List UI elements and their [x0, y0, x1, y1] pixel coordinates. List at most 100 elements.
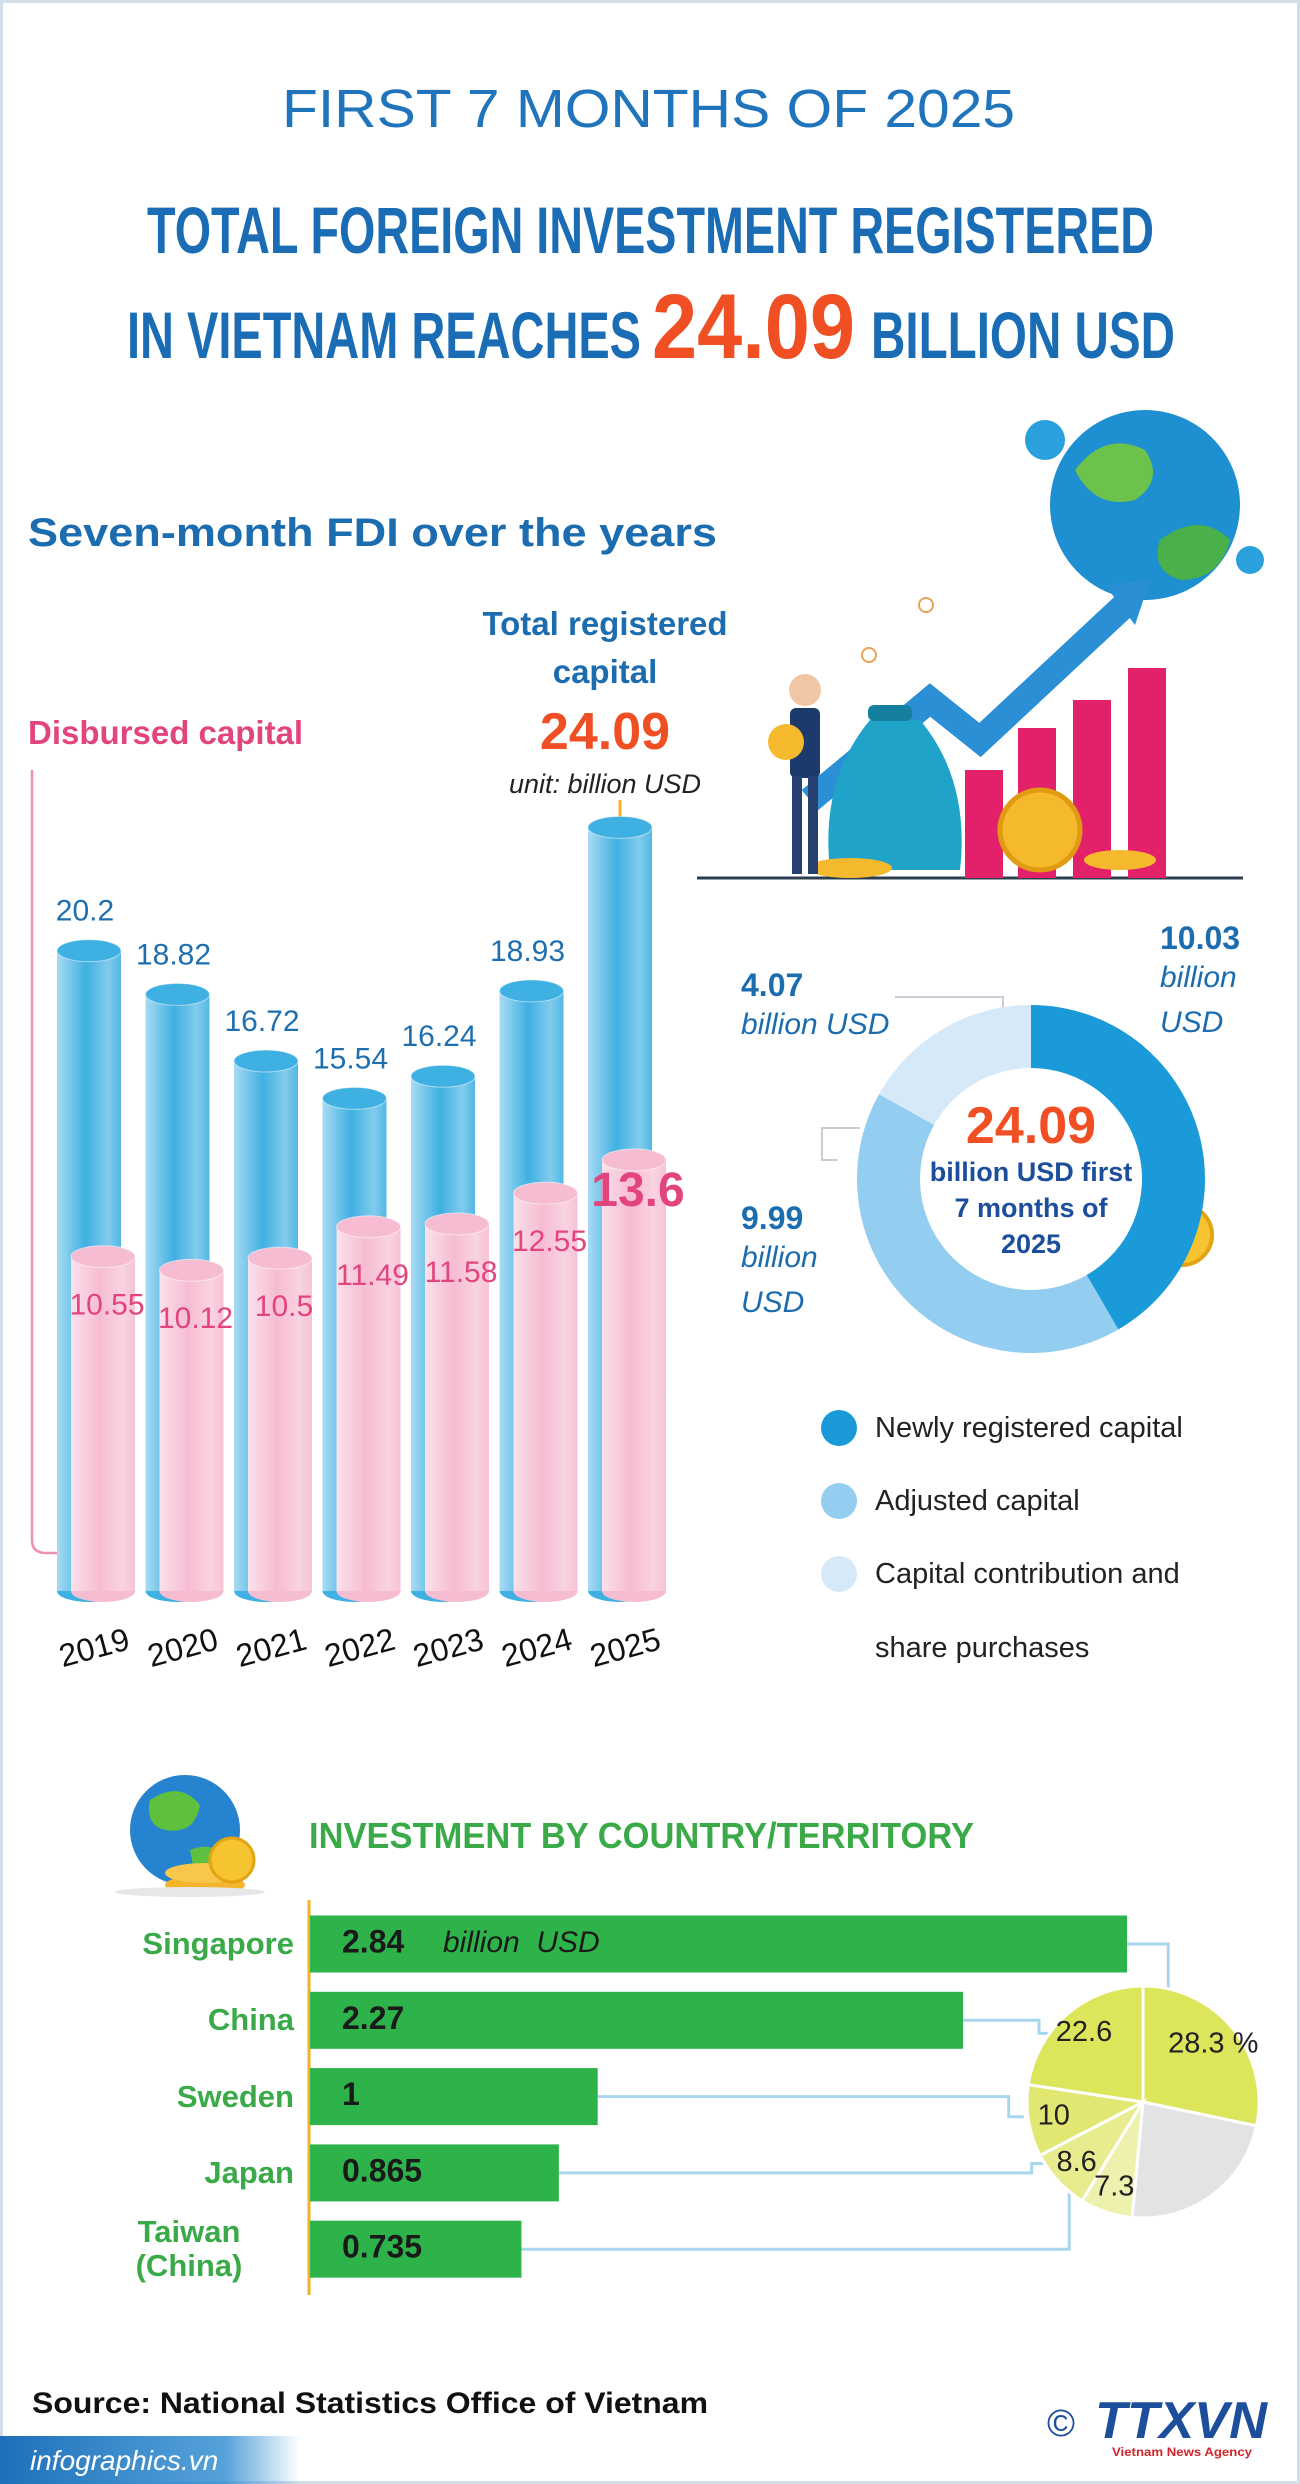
leader-line: [963, 2018, 1055, 2035]
donut-unit: billion USD: [741, 1241, 818, 1319]
pie-label: 8.6: [1056, 2146, 1096, 2178]
leader-line: [597, 2095, 1024, 2119]
value-label: 16.72: [224, 1005, 299, 1038]
donut-value-label: 10.03 billion USD: [1160, 918, 1280, 1048]
bar: [310, 1915, 1128, 1973]
value-label: 11.49: [336, 1259, 409, 1292]
donut-segment: [879, 1005, 1031, 1125]
bar: [310, 2144, 559, 2202]
pie-slice: [1026, 1984, 1145, 2104]
illustration-coins: [808, 858, 892, 878]
donut-value-label: 9.99 billion USD: [741, 1198, 861, 1328]
illustration-leaf: [1075, 443, 1153, 502]
illustration-dot: [918, 597, 934, 613]
bar: [310, 1991, 964, 2049]
cylinder-shine: [425, 1223, 489, 1591]
donut-segment: [1031, 1005, 1205, 1330]
value-label: 13.6: [591, 1164, 684, 1217]
unit-label: billion USD: [443, 1926, 600, 1959]
x-tick-label: 2024: [498, 1621, 576, 1674]
illustration-person-head: [789, 674, 821, 706]
illustration-dot: [861, 647, 877, 663]
cylinder-shine: [602, 1159, 666, 1591]
x-tick-label: 2019: [55, 1621, 133, 1674]
value-label: 10.5: [255, 1290, 313, 1323]
kicker: FIRST 7 MONTHS OF 2025: [282, 79, 1015, 139]
agency: Vietnam News Agency: [1112, 2445, 1252, 2459]
illustration-money-bag-tie: [868, 705, 912, 721]
pie-label: 10: [1038, 2099, 1070, 2131]
illustration-bar: [1128, 668, 1166, 878]
category-label: Taiwan (China): [135, 2214, 243, 2284]
value-label: 1: [342, 2076, 360, 2112]
legend-label: Adjusted capital: [875, 1485, 1080, 1517]
value-label: 12.55: [512, 1225, 587, 1258]
legend-label: Newly registered capital: [875, 1412, 1183, 1444]
x-tick-label: 2023: [409, 1621, 487, 1674]
donut-value: 10.03: [1160, 920, 1241, 956]
donut-segment: [857, 1094, 1119, 1353]
unit-label: unit: billion USD: [508, 769, 702, 799]
logo: TTXVN: [1095, 2392, 1268, 2450]
x-tick-label: 2020: [144, 1621, 222, 1674]
bar: [310, 2068, 598, 2126]
illustration-coins: [1084, 850, 1156, 870]
value-label: 0.735: [342, 2229, 422, 2265]
category-label: China: [207, 2002, 294, 2038]
cylinder-cap: [145, 982, 210, 1006]
x-tick-label: 2025: [586, 1621, 664, 1674]
series-label: Disbursed capital: [28, 714, 303, 751]
cylinder-cap: [587, 815, 653, 839]
cylinder-cap: [601, 1148, 667, 1172]
illustration-coin: [768, 724, 804, 760]
globe-land: [149, 1791, 200, 1831]
donut-value: 9.99: [741, 1200, 804, 1236]
cylinder-shine: [71, 1256, 135, 1591]
illustration-leaf: [1157, 525, 1230, 580]
cylinder-cap: [513, 1181, 578, 1205]
value-label: 10.55: [69, 1289, 144, 1322]
title-line: TOTAL FOREIGN INVESTMENT REGISTERED: [147, 193, 1154, 267]
cylinder-cap: [233, 1049, 299, 1073]
copyright: ©: [1047, 2403, 1075, 2445]
leader-line: [558, 2162, 1047, 2175]
value-label: 15.54: [313, 1042, 388, 1075]
leader-line: [821, 1127, 860, 1161]
pie-slice: [1130, 2100, 1259, 2220]
illustration-money-bag: [828, 720, 962, 870]
illustration-bar: [1073, 700, 1111, 878]
icon-shadow: [115, 1887, 265, 1897]
value-label: 20.2: [56, 895, 114, 928]
bar: [310, 2220, 522, 2278]
cylinder-cap: [424, 1212, 490, 1236]
cylinder-cap: [70, 1245, 136, 1269]
illustration-person-body: [790, 708, 820, 778]
value-label: 2.27: [342, 2000, 404, 2036]
cylinder-cap: [56, 939, 122, 963]
source: Source: National Statistics Office of Vi…: [32, 2387, 708, 2420]
illustration: [697, 410, 1264, 880]
coin: [208, 1836, 256, 1884]
illustration-dot: [1236, 546, 1264, 574]
category-label: Sweden: [176, 2078, 294, 2114]
illustration-globe: [1050, 410, 1240, 600]
legend-swatch: [821, 1410, 857, 1446]
site-band: [0, 2436, 300, 2484]
pie-slice: [1141, 1984, 1261, 2128]
section-title: Seven-month FDI over the years: [28, 511, 717, 555]
donut-unit: billion USD: [1160, 961, 1237, 1039]
cylinder-cap: [410, 1064, 476, 1088]
x-tick-label: 2022: [321, 1621, 399, 1674]
category-label: Singapore: [142, 1926, 294, 1961]
section-title: INVESTMENT BY COUNTRY/TERRITORY: [309, 1815, 974, 1856]
globe-icon: [115, 1775, 265, 1897]
illustration-person-leg: [792, 776, 802, 874]
value-label: 10.12: [158, 1302, 233, 1335]
cylinder-shine: [336, 1226, 401, 1591]
value-label: 2.84: [342, 1923, 404, 1959]
value-label: 16.24: [401, 1020, 476, 1053]
cylinder-cap: [322, 1086, 387, 1110]
value-label: 18.82: [136, 938, 211, 971]
